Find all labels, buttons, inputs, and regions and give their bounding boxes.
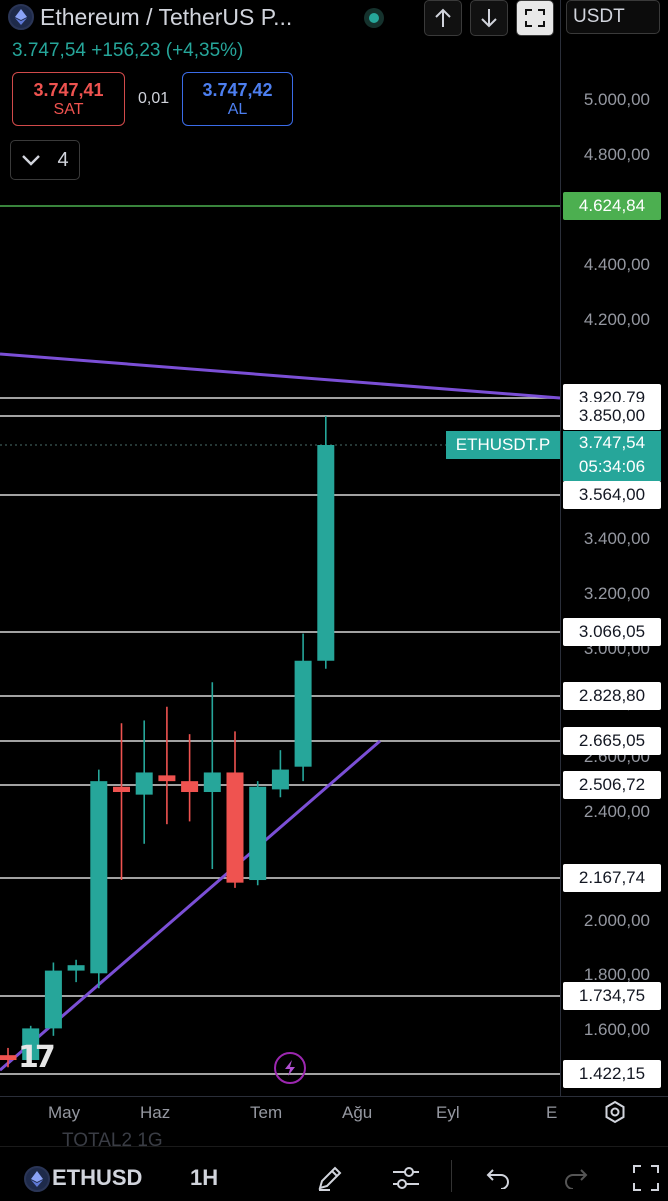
ethereum-coin-icon: [24, 1166, 50, 1192]
current-price-label: 3.747,54 05:34:06: [563, 431, 661, 481]
candle-body: [317, 445, 334, 661]
candle-body: [272, 770, 289, 790]
level-price-label: 1.422,15: [563, 1060, 661, 1088]
candle-body: [249, 787, 266, 880]
level-price-label: 3.564,00: [563, 481, 661, 509]
candle-body: [295, 661, 312, 767]
price-axis-tick-label: 5.000,00: [552, 90, 650, 110]
candle-body: [0, 1055, 17, 1060]
candle-body: [68, 965, 85, 970]
candle-body: [158, 775, 175, 781]
pencil-icon[interactable]: [312, 1160, 348, 1196]
green-level-price-label: 4.624,84: [563, 192, 661, 220]
price-axis-tick-label: 1.600,00: [552, 1020, 650, 1040]
candle-body: [181, 781, 198, 792]
candle-body: [136, 772, 153, 794]
price-axis-tick-label: 4.800,00: [552, 145, 650, 165]
tradingview-logo-icon[interactable]: 17: [18, 1040, 52, 1075]
level-price-label: 2.665,05: [563, 727, 661, 755]
candle-body: [90, 781, 107, 973]
undo-icon[interactable]: [480, 1160, 516, 1196]
price-axis-tick-label: 3.400,00: [552, 529, 650, 549]
trendline-upper: [0, 354, 560, 398]
price-axis-tick-label: 4.400,00: [552, 255, 650, 275]
toolbar-divider: [451, 1160, 452, 1192]
candle-body: [113, 787, 130, 792]
price-axis-tick-label: 2.400,00: [552, 802, 650, 822]
lightning-icon[interactable]: [274, 1052, 306, 1084]
bar-countdown: 05:34:06: [563, 455, 661, 479]
price-axis-tick-label: 3.200,00: [552, 584, 650, 604]
level-price-label: 2.828,80: [563, 682, 661, 710]
symbol-price-tag: ETHUSDT.P: [446, 431, 560, 459]
candle-body: [45, 971, 62, 1029]
candle-body: [204, 772, 221, 792]
current-price-value: 3.747,54: [563, 431, 661, 455]
level-price-label: 2.167,74: [563, 864, 661, 892]
level-price-label: 1.734,75: [563, 982, 661, 1010]
time-label: E: [546, 1103, 557, 1123]
level-price-label: 3.066,05: [563, 618, 661, 646]
symbol-button[interactable]: ETHUSD: [52, 1165, 142, 1191]
fullscreen-icon[interactable]: [628, 1160, 664, 1196]
redo-icon[interactable]: [558, 1160, 594, 1196]
time-label: May: [48, 1103, 80, 1123]
interval-button[interactable]: 1H: [190, 1165, 218, 1191]
price-axis-tick-label: 4.200,00: [552, 310, 650, 330]
settings-icon[interactable]: [600, 1100, 630, 1130]
sliders-icon[interactable]: [388, 1160, 424, 1196]
level-price-label: 2.506,72: [563, 771, 661, 799]
time-label: Eyl: [436, 1103, 460, 1123]
candle-body: [227, 772, 244, 882]
time-label: Haz: [140, 1103, 170, 1123]
price-axis-tick-label: 2.000,00: [552, 911, 650, 931]
time-label: Ağu: [342, 1103, 372, 1123]
level-price-label: 3.850,00: [563, 402, 661, 430]
time-label: Tem: [250, 1103, 282, 1123]
